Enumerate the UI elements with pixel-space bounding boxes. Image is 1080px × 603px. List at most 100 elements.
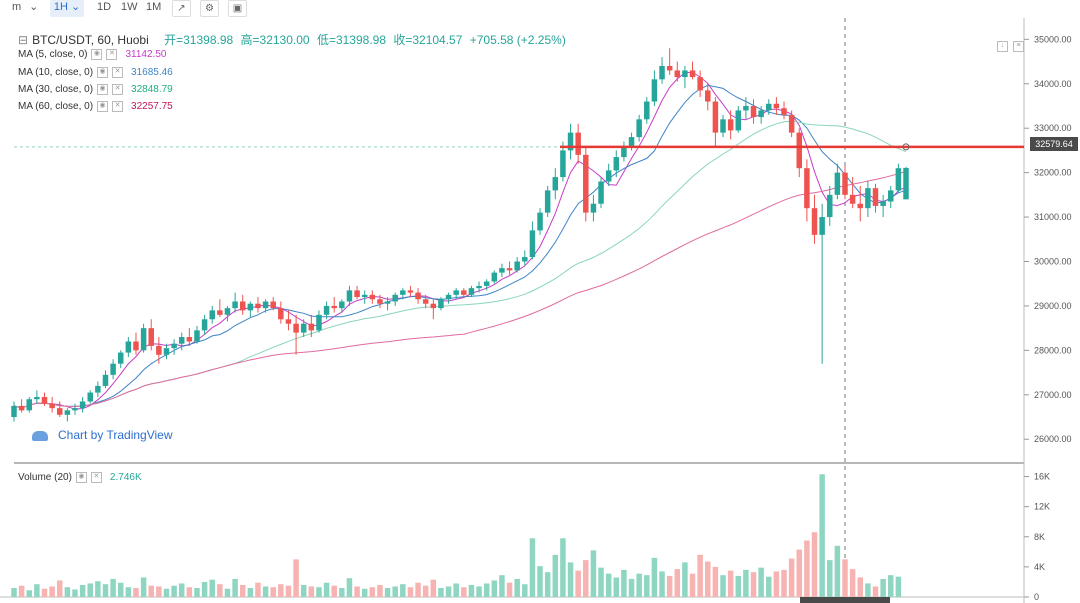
candle-body [468,288,475,295]
volume-bar [529,538,536,597]
watermark-text: Chart by TradingView [58,428,173,442]
volume-bar [613,577,620,597]
high-value: 高=32130.00 [240,33,310,47]
candle-body [293,323,299,333]
visibility-icon[interactable]: ◉ [97,101,109,112]
close-icon[interactable]: ✕ [106,49,118,60]
volume-bar [316,587,322,597]
price-tick-label: 31000.00 [1034,212,1072,222]
candle-body [857,203,864,209]
volume-bar [605,573,612,597]
ma30-line [13,120,907,409]
visibility-icon[interactable]: ◉ [91,49,103,60]
volume-bar [483,583,490,597]
settings-icon[interactable]: ⚙ [200,0,219,17]
price-tick-label: 26000.00 [1034,434,1072,444]
candle-body [270,301,276,309]
symbol-name: BTC/USDT, 60, Huobi [32,33,149,47]
volume-bar [651,557,658,597]
volume-bar [163,588,170,597]
volume-bar [682,562,688,597]
volume-bar [522,584,528,597]
candle-body [239,301,246,311]
close-icon[interactable]: ✕ [90,472,102,483]
volume-bar [567,562,574,597]
candle-body [453,290,459,295]
candle-body [590,203,597,213]
visibility-icon[interactable]: ◉ [75,472,87,483]
fullscreen-icon[interactable]: ▣ [228,0,247,17]
interval-1h-label: 1H [53,1,68,13]
ma30-legend: MA (30, close, 0) ◉ ✕ 32848.79 [18,84,177,95]
candle-body [156,345,162,355]
move-down-icon[interactable]: ↓ [997,41,1008,53]
candlestick-series [11,48,909,422]
volume-bar [125,587,132,597]
candle-body [87,392,93,402]
ma60-label: MA (60, close, 0) [18,101,94,113]
candle-body [178,337,185,344]
candle-body [377,299,383,304]
volume-tick-label: 8K [1034,532,1045,542]
ma10-value: 31685.46 [131,67,173,79]
volume-bar [361,588,368,597]
candle-body [796,132,803,169]
candle-body [140,328,147,351]
volume-bar [583,560,589,597]
ma5-line [13,71,907,410]
tradingview-watermark[interactable]: Chart by TradingView [32,428,173,442]
candle-body [735,110,742,131]
interval-1w[interactable]: 1W [121,1,138,13]
volume-bar [293,559,299,597]
volume-bar [79,584,86,597]
candle-body [56,408,63,415]
candle-body [148,328,154,346]
volume-bar [750,572,757,597]
symbol-legend: ⊟ BTC/USDT, 60, Huobi 开=31398.98 高=32130.… [18,31,570,48]
ma5-label: MA (5, close, 0) [18,49,88,61]
candle-body [64,410,71,415]
interval-1h[interactable]: 1H ⌄ [50,0,84,17]
candle-body [41,397,48,404]
candle-body [316,314,322,331]
candle-body [605,170,612,182]
candle-body [422,299,429,304]
volume-label: Volume (20) [18,472,72,484]
visibility-icon[interactable]: ◉ [97,84,109,95]
volume-bar [720,575,726,597]
collapse-icon[interactable]: ⊟ [18,33,29,47]
candle-body [247,303,254,311]
volume-bar [56,580,63,597]
volume-bar [323,582,330,597]
interval-1m[interactable]: 1M [146,1,162,13]
candle-body [544,190,551,213]
volume-bar [804,540,810,597]
volume-bar [300,584,307,597]
volume-bar [590,550,597,597]
volume-bar [262,586,269,597]
candle-body [491,272,498,282]
ma30-value: 32848.79 [131,84,173,96]
menu-icon[interactable]: ≡ [1013,41,1024,53]
volume-bar [438,587,444,597]
volume-series [11,474,902,597]
candle-body [110,363,116,375]
close-icon[interactable]: ✕ [112,67,124,78]
volume-bar [224,588,231,597]
candle-body [331,305,337,309]
volume-tick-label: 16K [1034,472,1050,482]
candle-body [461,290,467,295]
volume-bar [117,582,124,597]
close-icon[interactable]: ✕ [112,101,124,112]
volume-bar [41,588,48,597]
chart-type-icon[interactable]: ↗ [172,0,191,17]
volume-bar [888,575,894,597]
volume-bar [87,583,93,597]
close-icon[interactable]: ✕ [112,84,124,95]
volume-bar [849,569,856,597]
volume-bar [445,586,452,597]
symbol-menu[interactable]: m ⌄ [12,0,38,17]
interval-1d[interactable]: 1D [97,1,112,13]
visibility-icon[interactable]: ◉ [97,67,109,78]
